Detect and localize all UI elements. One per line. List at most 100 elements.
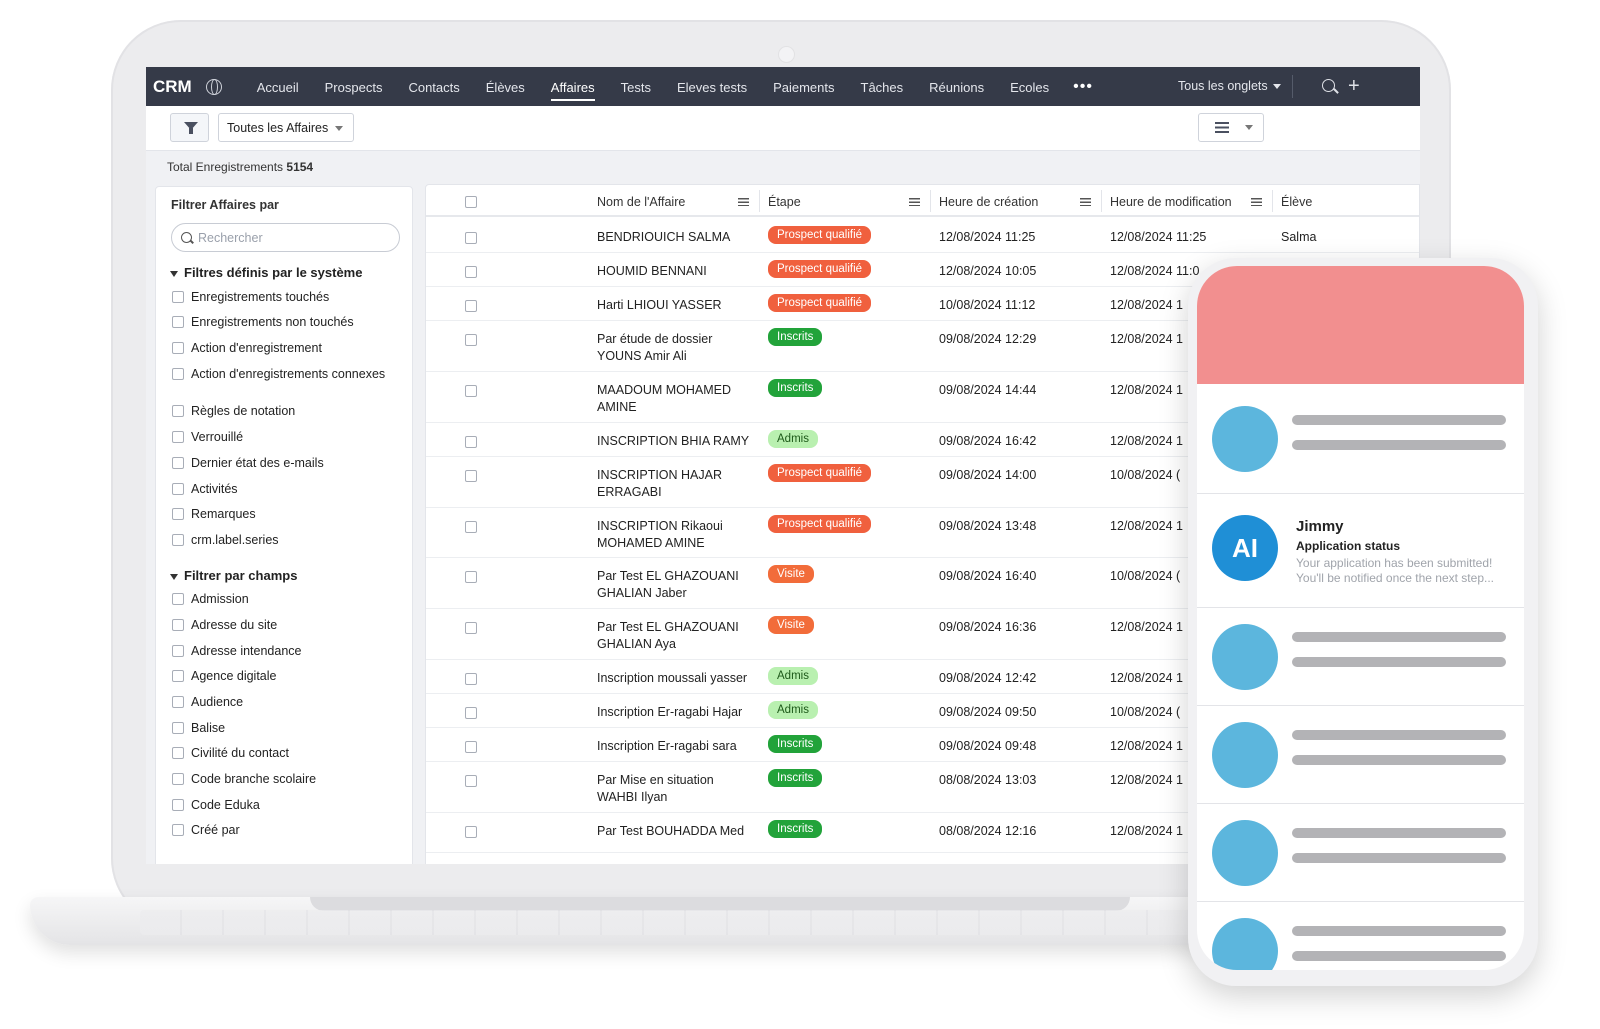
table-row[interactable]: Inscription moussali yasser Admis 09/08/20… — [426, 660, 1419, 694]
nav-tab-accueil[interactable]: Accueil — [256, 80, 299, 95]
checkbox[interactable] — [172, 670, 184, 682]
notification-placeholder[interactable] — [1197, 608, 1524, 706]
notification-placeholder[interactable] — [1197, 706, 1524, 804]
table-row[interactable]: MAADOUM MOHAMED AMINE Inscrits 09/08/2024 … — [426, 372, 1419, 423]
deal-name-link[interactable]: Inscription moussali yasser — [597, 671, 748, 685]
deal-name-link[interactable]: Par Test EL GHAZOUANI GHALIAN Aya — [597, 620, 739, 651]
row-checkbox[interactable] — [465, 673, 477, 685]
deal-name-link[interactable]: Par étude de dossier YOUNS Amir Ali — [597, 332, 713, 363]
deal-name-link[interactable]: Par Test BOUHADDA Med — [597, 824, 745, 838]
nav-tab-paiements[interactable]: Paiements — [773, 80, 835, 95]
table-row[interactable]: Inscription Er-ragabi Hajar Admis 09/08/20… — [426, 694, 1419, 728]
column-menu-icon[interactable] — [1080, 198, 1091, 206]
checkbox[interactable] — [172, 645, 184, 657]
nav-tab-prospects[interactable]: Prospects — [324, 80, 383, 95]
nav-tab-contacts[interactable]: Contacts — [408, 80, 460, 95]
table-row[interactable]: Par Test EL GHAZOUANI GHALIAN Aya Visite 0… — [426, 609, 1419, 660]
filter-option-verrouille[interactable]: Verrouillé — [172, 430, 402, 444]
filter-option-agence-digitale[interactable]: Agence digitale — [172, 669, 402, 683]
nav-tab-ecoles[interactable]: Ecoles — [1010, 80, 1050, 95]
filter-option-audience[interactable]: Audience — [172, 695, 402, 709]
checkbox[interactable] — [172, 824, 184, 836]
row-checkbox[interactable] — [465, 741, 477, 753]
deal-name-link[interactable]: INSCRIPTION BHIA RAMY — [597, 434, 750, 448]
row-checkbox[interactable] — [465, 775, 477, 787]
brand-logo[interactable]: CRM — [153, 76, 192, 96]
column-header-name[interactable]: Nom de l'Affaire — [597, 195, 686, 209]
filter-option-remarques[interactable]: Remarques — [172, 507, 402, 521]
table-row[interactable]: INSCRIPTION BHIA RAMY Admis 09/08/2024 16:… — [426, 423, 1419, 457]
filter-option-enregistrements-non-touches[interactable]: Enregistrements non touchés — [172, 315, 402, 329]
filter-search-input[interactable]: Rechercher — [171, 223, 400, 252]
table-row[interactable]: Harti LHIOUI YASSER Prospect qualifié 10/0… — [426, 287, 1419, 321]
checkbox[interactable] — [172, 291, 184, 303]
row-checkbox[interactable] — [465, 436, 477, 448]
nav-tab-eleves[interactable]: Élèves — [485, 80, 525, 95]
checkbox[interactable] — [172, 457, 184, 469]
notification-card[interactable]: AI Jimmy Application status Your applica… — [1197, 494, 1524, 608]
table-row[interactable]: Par Test EL GHAZOUANI GHALIAN Jaber Visit… — [426, 558, 1419, 609]
checkbox[interactable] — [172, 696, 184, 708]
deal-name-link[interactable]: INSCRIPTION Rikaoui MOHAMED AMINE — [597, 519, 723, 550]
row-checkbox[interactable] — [465, 622, 477, 634]
filter-option-dernier-etat-des-e-mails[interactable]: Dernier état des e-mails — [172, 456, 402, 470]
notification-placeholder[interactable] — [1197, 902, 1524, 970]
table-row[interactable]: HOUMID BENNANI Prospect qualifié 12/08/202… — [426, 253, 1419, 287]
filter-option-regles-de-notation[interactable]: Règles de notation — [172, 404, 402, 418]
row-checkbox[interactable] — [465, 707, 477, 719]
table-row[interactable]: Inscription Er-ragabi sara Inscrits 09/08/… — [426, 728, 1419, 762]
table-row[interactable]: INSCRIPTION Rikaoui MOHAMED AMINE Prospec… — [426, 508, 1419, 558]
column-header-created[interactable]: Heure de création — [939, 195, 1039, 209]
checkbox[interactable] — [172, 342, 184, 354]
row-checkbox[interactable] — [465, 571, 477, 583]
row-checkbox[interactable] — [465, 385, 477, 397]
checkbox[interactable] — [172, 483, 184, 495]
deal-name-link[interactable]: INSCRIPTION HAJAR ERRAGABI — [597, 468, 723, 499]
list-view-button[interactable] — [1198, 113, 1264, 142]
column-header-stage[interactable]: Étape — [768, 195, 801, 209]
filter-option-code-branche-scolaire[interactable]: Code branche scolaire — [172, 772, 402, 786]
checkbox[interactable] — [172, 722, 184, 734]
row-checkbox[interactable] — [465, 826, 477, 838]
row-checkbox[interactable] — [465, 232, 477, 244]
checkbox[interactable] — [172, 619, 184, 631]
table-row[interactable]: BENDRIOUICH SALMA Prospect qualifié 12/08/… — [426, 219, 1419, 253]
filter-option-action-d-enregistrement[interactable]: Action d'enregistrement — [172, 341, 402, 355]
filter-option-admission[interactable]: Admission — [172, 592, 402, 606]
table-row[interactable]: Par Test BOUHADDA Med Inscrits 08/08/2024 … — [426, 813, 1419, 853]
deal-name-link[interactable]: Inscription Er-ragabi sara — [597, 739, 737, 753]
filter-option-activites[interactable]: Activités — [172, 482, 402, 496]
checkbox[interactable] — [172, 534, 184, 546]
filter-option-adresse-intendance[interactable]: Adresse intendance — [172, 644, 402, 658]
table-row[interactable]: Par Mise en situation WAHBI Ilyan Inscrit… — [426, 762, 1419, 813]
row-checkbox[interactable] — [465, 266, 477, 278]
filter-option-adresse-du-site[interactable]: Adresse du site — [172, 618, 402, 632]
deal-name-link[interactable]: Par Mise en situation WAHBI Ilyan — [597, 773, 714, 804]
checkbox[interactable] — [172, 405, 184, 417]
deal-name-link[interactable]: MAADOUM MOHAMED AMINE — [597, 383, 732, 414]
system-filters-header[interactable]: Filtres définis par le système — [170, 265, 362, 280]
filter-option-civilite-du-contact[interactable]: Civilité du contact — [172, 746, 402, 760]
checkbox[interactable] — [172, 593, 184, 605]
deal-name-link[interactable]: Inscription Er-ragabi Hajar — [597, 705, 743, 719]
row-checkbox[interactable] — [465, 334, 477, 346]
nav-tab-eleves-tests[interactable]: Eleves tests — [676, 80, 748, 95]
notification-placeholder[interactable] — [1197, 384, 1524, 494]
filter-option-enregistrements-touches[interactable]: Enregistrements touchés — [172, 290, 402, 304]
deal-name-link[interactable]: BENDRIOUICH SALMA — [597, 230, 731, 244]
row-checkbox[interactable] — [465, 470, 477, 482]
deal-name-link[interactable]: HOUMID BENNANI — [597, 264, 707, 278]
filter-toggle-button[interactable] — [170, 113, 209, 142]
column-menu-icon[interactable] — [738, 198, 749, 206]
filter-option-crm-label-series[interactable]: crm.label.series — [172, 533, 402, 547]
column-menu-icon[interactable] — [909, 198, 920, 206]
checkbox[interactable] — [172, 747, 184, 759]
checkbox[interactable] — [172, 799, 184, 811]
nav-tab-reunions[interactable]: Réunions — [929, 80, 985, 95]
checkbox[interactable] — [172, 431, 184, 443]
nav-tab-affaires[interactable]: Affaires — [550, 70, 595, 103]
nav-tab-tests[interactable]: Tests — [620, 80, 651, 95]
row-checkbox[interactable] — [465, 521, 477, 533]
column-menu-icon[interactable] — [1251, 198, 1262, 206]
nav-tab-taches[interactable]: Tâches — [860, 80, 904, 95]
